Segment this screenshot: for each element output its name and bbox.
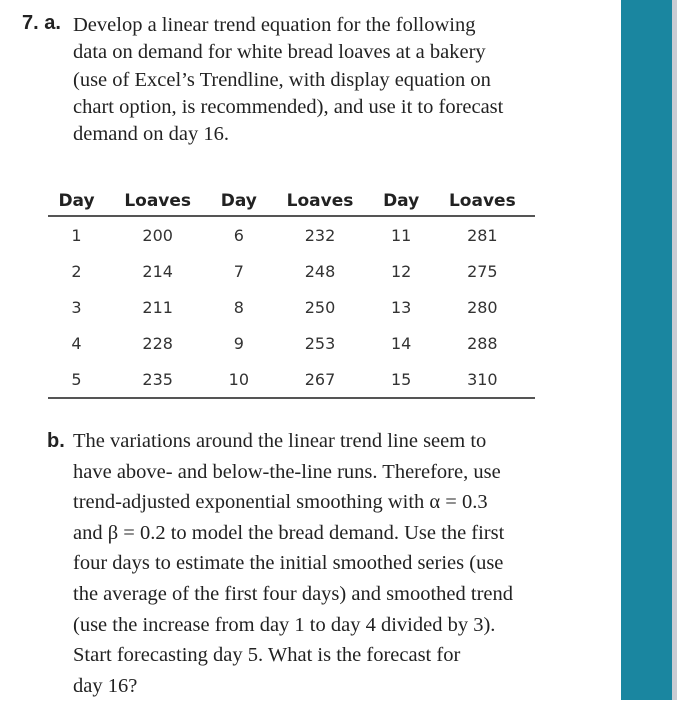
text-line: Develop a linear trend equation for the … [73,14,476,36]
text-line: trend-adjusted exponential smoothing wit… [73,491,488,514]
loaves-cell: 280 [467,297,498,317]
text-line: day 16? [73,674,138,697]
text-line: data on demand for white bread loaves at… [73,41,486,64]
part-a-text: Develop a linear trend equation for the … [73,12,503,148]
problem-number: 7. a. [22,12,61,34]
text-line: (use of Excel’s Trendline, with display … [73,68,491,91]
loaves-cell: 250 [304,297,336,317]
side-bar [621,0,672,700]
day-cell: 2 [71,261,82,281]
text-line: four days to estimate the initial smooth… [73,552,504,575]
header-loaves: Loaves [267,186,373,217]
text-line: the average of the first four days) and … [73,582,514,605]
table-row: 1 200 6 232 11 281 [48,216,535,253]
text-line: and β = 0.2 to model the bread demand. U… [73,521,505,544]
day-cell: 11 [390,225,412,245]
header-day: Day [210,186,268,217]
day-cell: 14 [390,333,412,353]
day-cell: 9 [233,333,244,353]
header-loaves: Loaves [429,186,535,217]
day-cell: 5 [48,361,106,399]
loaves-cell: 288 [467,333,498,353]
text-line: The variations around the linear trend l… [73,430,487,452]
day-cell: 4 [71,333,82,353]
day-cell: 8 [233,297,244,317]
day-cell: 12 [390,261,412,281]
loaves-cell: 267 [267,361,373,399]
header-loaves: Loaves [105,186,211,217]
loaves-cell: 228 [142,333,173,353]
text-line: Start forecasting day 5. What is the for… [73,644,461,667]
loaves-cell: 214 [142,261,173,281]
loaves-cell: 200 [142,225,173,245]
text-line: (use the increase from day 1 to day 4 di… [73,613,496,636]
table-header-row: Day Loaves Day Loaves Day Loaves [48,186,535,217]
side-bar-edge [672,0,677,700]
table-row: 4 228 9 253 14 288 [48,325,535,361]
loaves-cell: 232 [304,225,336,245]
loaves-cell: 211 [142,297,173,317]
table-row: 2 214 7 248 12 275 [48,253,535,289]
day-cell: 6 [233,225,244,245]
part-b-text: The variations around the linear trend l… [73,426,513,701]
day-cell: 13 [390,297,412,317]
day-cell: 10 [210,361,268,399]
text-line: have above- and below-the-line runs. The… [73,460,501,483]
day-cell: 15 [372,361,430,399]
table-row: 5 235 10 267 15 310 [48,361,535,399]
day-cell: 7 [233,261,244,281]
loaves-cell: 275 [467,261,498,281]
demand-table: Day Loaves Day Loaves Day Loaves 1 200 6 23… [48,186,535,399]
loaves-cell: 253 [304,333,336,353]
day-cell: 3 [71,297,82,317]
header-day: Day [48,186,106,217]
part-b-label: b. [47,430,65,452]
text-line: demand on day 16. [73,123,229,146]
text-line: chart option, is recommended), and use i… [73,95,504,118]
table-row: 3 211 8 250 13 280 [48,289,535,325]
loaves-cell: 235 [105,361,211,399]
header-day: Day [372,186,430,217]
loaves-cell: 310 [429,361,535,399]
loaves-cell: 281 [467,225,498,245]
loaves-cell: 248 [304,261,336,281]
day-cell: 1 [71,225,82,245]
